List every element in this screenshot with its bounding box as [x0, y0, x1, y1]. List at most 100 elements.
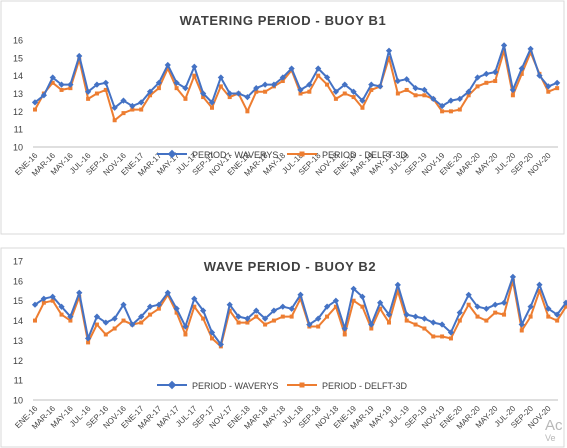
- data-point-delft: [448, 109, 453, 114]
- data-point-waverys: [483, 305, 490, 312]
- data-point-delft: [387, 320, 391, 325]
- data-point-waverys: [527, 303, 534, 310]
- data-point-waverys: [545, 305, 552, 312]
- data-point-delft: [475, 314, 480, 319]
- data-point-waverys: [84, 88, 92, 95]
- y-tick-label: 10: [13, 396, 23, 406]
- data-point-waverys: [93, 313, 101, 320]
- data-point-waverys: [323, 303, 331, 310]
- data-point-delft: [298, 296, 303, 301]
- data-point-waverys: [350, 285, 357, 292]
- data-point-delft: [546, 314, 551, 319]
- data-point-waverys: [421, 86, 428, 94]
- data-point-delft: [493, 310, 498, 315]
- chart-1-title: WATERING PERIOD - BUOY B1: [180, 13, 387, 28]
- y-tick-label: 14: [13, 71, 23, 81]
- data-point-waverys: [138, 99, 145, 106]
- data-point-delft: [413, 322, 418, 327]
- data-point-waverys: [492, 301, 499, 308]
- y-tick-label: 12: [13, 356, 23, 366]
- data-point-waverys: [279, 74, 286, 81]
- chart-2-legend-label-waverys: PERIOD - WAVERYS: [192, 381, 278, 391]
- data-point-delft: [395, 91, 400, 96]
- chart-2-x-axis: ENE-16MAR-16MAY-16JUL-16SEP-16NOV-16ENE-…: [13, 404, 553, 431]
- chart-2-frame: [0, 247, 565, 448]
- data-point-waverys: [182, 85, 189, 92]
- data-point-delft: [289, 314, 294, 319]
- chart-1-legend-item-waverys: PERIOD - WAVERYS: [157, 149, 278, 160]
- data-point-waverys: [120, 97, 127, 104]
- data-point-delft: [351, 298, 356, 303]
- data-point-waverys: [164, 289, 171, 296]
- y-tick-label: 14: [13, 316, 23, 326]
- data-point-waverys: [102, 79, 109, 86]
- data-point-delft: [148, 312, 153, 317]
- chart-2-legend: PERIOD - WAVERYS PERIOD - DELFT-3D: [157, 380, 408, 391]
- data-point-waverys: [359, 97, 366, 104]
- y-tick-label: 16: [13, 276, 23, 286]
- data-point-delft: [236, 320, 241, 325]
- data-point-delft: [112, 326, 117, 331]
- data-point-delft: [112, 118, 117, 123]
- data-point-delft: [502, 312, 507, 317]
- data-point-waverys: [385, 311, 393, 318]
- data-point-waverys: [76, 289, 83, 296]
- data-point-delft: [316, 73, 321, 78]
- chart-1-legend: PERIOD - WAVERYS PERIOD - DELFT-3D: [157, 149, 408, 160]
- chart-1: WATERING PERIOD - BUOY B1 10 11 12 13 14 15 16…: [0, 0, 565, 235]
- data-point-delft: [457, 318, 462, 323]
- data-point-delft: [50, 298, 55, 303]
- data-point-waverys: [527, 45, 534, 53]
- chart-1-y-axis: 10 11 12 13 14 15 16: [13, 36, 23, 153]
- data-point-waverys: [102, 319, 109, 326]
- data-point-delft: [466, 93, 471, 98]
- data-point-waverys: [235, 313, 242, 320]
- data-point-delft: [457, 107, 462, 112]
- data-point-delft: [68, 318, 73, 323]
- data-point-waverys: [421, 315, 428, 322]
- data-point-delft: [510, 93, 515, 98]
- data-point-waverys: [412, 313, 419, 320]
- data-point-waverys: [403, 311, 410, 318]
- data-point-delft: [41, 300, 46, 305]
- watermark-line-1: Ac: [545, 418, 563, 434]
- data-point-delft: [156, 306, 161, 311]
- data-point-waverys: [67, 81, 74, 88]
- data-point-delft: [227, 95, 232, 100]
- chart-2-legend-item-waverys: PERIOD - WAVERYS: [157, 380, 278, 391]
- data-point-waverys: [536, 281, 543, 288]
- data-point-delft: [325, 314, 330, 319]
- data-point-delft: [121, 111, 126, 116]
- data-point-delft: [33, 107, 37, 112]
- data-point-waverys: [500, 42, 508, 49]
- y-tick-label: 13: [13, 336, 23, 346]
- data-point-delft: [94, 91, 99, 96]
- data-point-delft: [395, 288, 400, 293]
- data-point-delft: [440, 109, 445, 114]
- legend-marker-waverys: [167, 149, 177, 159]
- data-point-delft: [466, 302, 471, 307]
- data-point-delft: [121, 318, 126, 323]
- data-point-delft: [298, 91, 303, 96]
- data-point-delft: [174, 86, 179, 91]
- chart-1-frame: [0, 0, 565, 235]
- data-point-delft: [192, 304, 197, 309]
- chart-2-y-axis: 10 11 12 13 14 15 16 17: [13, 257, 23, 406]
- chart-1-legend-label-waverys: PERIOD - WAVERYS: [192, 150, 278, 160]
- data-point-waverys: [359, 293, 366, 300]
- y-tick-label: 11: [14, 376, 23, 386]
- data-point-delft: [280, 79, 285, 84]
- data-point-waverys: [40, 92, 47, 99]
- data-point-delft: [342, 332, 347, 337]
- data-point-delft: [148, 93, 153, 98]
- data-point-delft: [528, 314, 533, 319]
- chart-2-legend-label-delft: PERIOD - DELFT-3D: [322, 381, 408, 391]
- data-point-delft: [33, 318, 37, 323]
- y-tick-label: 15: [13, 296, 23, 306]
- chart-2-title: WAVE PERIOD - BUOY B2: [204, 259, 376, 274]
- chart-2-plot-area: [31, 273, 567, 349]
- data-point-waverys: [76, 52, 83, 60]
- data-point-waverys: [164, 61, 171, 69]
- data-point-delft: [448, 336, 453, 341]
- data-point-waverys: [200, 90, 207, 97]
